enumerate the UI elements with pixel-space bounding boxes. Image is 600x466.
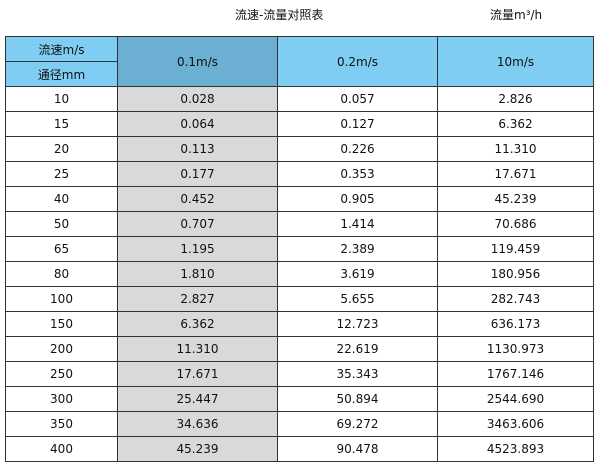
flow-cell: 6.362 — [117, 311, 278, 337]
flow-cell: 0.057 — [277, 86, 438, 112]
table-row: 250 17.671 35.343 1767.146 — [5, 361, 594, 387]
flow-cell: 1.810 — [117, 261, 278, 287]
table-row: 150 6.362 12.723 636.173 — [5, 311, 594, 337]
flow-cell: 1.414 — [277, 211, 438, 237]
flow-cell: 17.671 — [437, 161, 594, 187]
diameter-cell: 350 — [5, 411, 118, 437]
table-row: 400 45.239 90.478 4523.893 — [5, 436, 594, 462]
column-header: 10m/s — [437, 36, 594, 87]
flow-cell: 6.362 — [437, 111, 594, 137]
flow-cell: 119.459 — [437, 236, 594, 262]
flow-cell: 35.343 — [277, 361, 438, 387]
diameter-cell: 150 — [5, 311, 118, 337]
flow-cell: 0.028 — [117, 86, 278, 112]
flow-cell: 0.353 — [277, 161, 438, 187]
table-row: 20 0.113 0.226 11.310 — [5, 136, 594, 162]
flow-cell: 1130.973 — [437, 336, 594, 362]
table-row: 65 1.195 2.389 119.459 — [5, 236, 594, 262]
flow-cell: 2544.690 — [437, 386, 594, 412]
diameter-cell: 10 — [5, 86, 118, 112]
diameter-cell: 400 — [5, 436, 118, 462]
flow-cell: 34.636 — [117, 411, 278, 437]
flow-cell: 50.894 — [277, 386, 438, 412]
diameter-cell: 40 — [5, 186, 118, 212]
table-row: 15 0.064 0.127 6.362 — [5, 111, 594, 137]
table-row: 100 2.827 5.655 282.743 — [5, 286, 594, 312]
flow-cell: 0.452 — [117, 186, 278, 212]
flow-cell: 0.226 — [277, 136, 438, 162]
flow-cell: 3463.606 — [437, 411, 594, 437]
flow-cell: 12.723 — [277, 311, 438, 337]
flow-cell: 1767.146 — [437, 361, 594, 387]
flow-cell: 282.743 — [437, 286, 594, 312]
flow-cell: 0.707 — [117, 211, 278, 237]
diameter-cell: 50 — [5, 211, 118, 237]
table-row: 10 0.028 0.057 2.826 — [5, 86, 594, 112]
flow-cell: 2.389 — [277, 236, 438, 262]
flow-cell: 22.619 — [277, 336, 438, 362]
flow-cell: 45.239 — [117, 436, 278, 462]
table-row: 50 0.707 1.414 70.686 — [5, 211, 594, 237]
table-row: 300 25.447 50.894 2544.690 — [5, 386, 594, 412]
flow-cell: 11.310 — [117, 336, 278, 362]
flow-cell: 2.826 — [437, 86, 594, 112]
table-title: 流速-流量对照表 — [235, 8, 324, 22]
diameter-header: 通径mm — [5, 61, 118, 87]
diameter-cell: 65 — [5, 236, 118, 262]
flow-cell: 3.619 — [277, 261, 438, 287]
diameter-cell: 250 — [5, 361, 118, 387]
flow-cell: 69.272 — [277, 411, 438, 437]
flow-cell: 0.905 — [277, 186, 438, 212]
table-row: 350 34.636 69.272 3463.606 — [5, 411, 594, 437]
flow-cell: 0.113 — [117, 136, 278, 162]
table-row: 40 0.452 0.905 45.239 — [5, 186, 594, 212]
flow-cell: 17.671 — [117, 361, 278, 387]
diameter-cell: 300 — [5, 386, 118, 412]
diameter-cell: 20 — [5, 136, 118, 162]
flow-cell: 45.239 — [437, 186, 594, 212]
column-header: 0.2m/s — [277, 36, 438, 87]
flow-cell: 0.127 — [277, 111, 438, 137]
flow-cell: 0.177 — [117, 161, 278, 187]
flow-cell: 636.173 — [437, 311, 594, 337]
flow-cell: 2.827 — [117, 286, 278, 312]
table-row: 25 0.177 0.353 17.671 — [5, 161, 594, 187]
diameter-cell: 15 — [5, 111, 118, 137]
flow-cell: 180.956 — [437, 261, 594, 287]
table-row: 80 1.810 3.619 180.956 — [5, 261, 594, 287]
diameter-cell: 25 — [5, 161, 118, 187]
flow-table: 流速m/s 0.1m/s 0.2m/s 10m/s 通径mm 10 0.028 0.… — [5, 36, 594, 462]
diameter-cell: 80 — [5, 261, 118, 287]
velocity-header: 流速m/s — [5, 36, 118, 62]
diameter-cell: 100 — [5, 286, 118, 312]
flow-cell: 0.064 — [117, 111, 278, 137]
flow-cell: 25.447 — [117, 386, 278, 412]
unit-label: 流量m³/h — [490, 8, 543, 22]
flow-cell: 5.655 — [277, 286, 438, 312]
flow-cell: 1.195 — [117, 236, 278, 262]
diameter-cell: 200 — [5, 336, 118, 362]
flow-cell: 11.310 — [437, 136, 594, 162]
flow-cell: 90.478 — [277, 436, 438, 462]
table-row: 200 11.310 22.619 1130.973 — [5, 336, 594, 362]
column-header: 0.1m/s — [117, 36, 278, 87]
flow-cell: 70.686 — [437, 211, 594, 237]
flow-cell: 4523.893 — [437, 436, 594, 462]
